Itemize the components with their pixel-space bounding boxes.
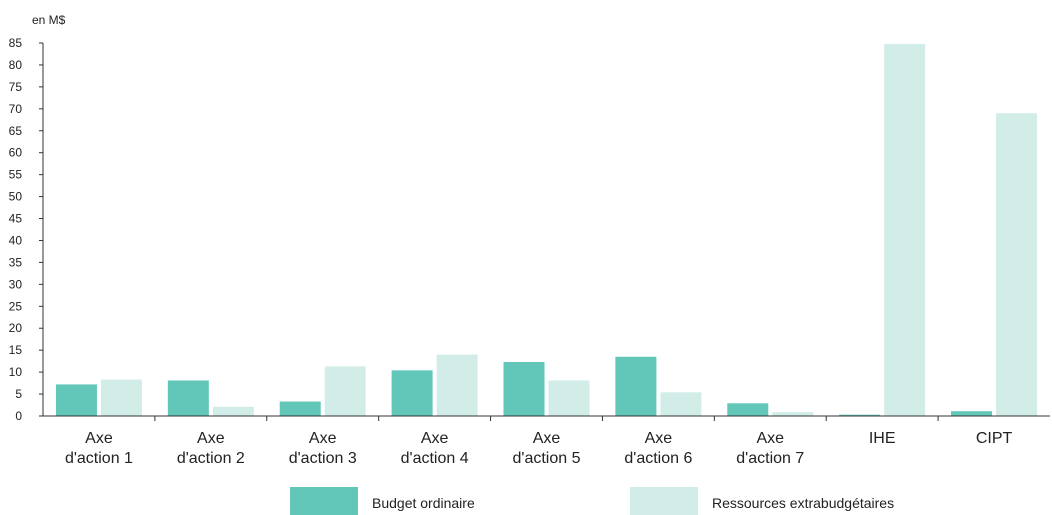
y-tick-label: 85: [9, 36, 23, 50]
bar: [660, 392, 702, 416]
y-tick-label: 40: [9, 233, 23, 247]
x-tick-label: Axe d'action 2: [177, 430, 245, 467]
bar: [996, 113, 1038, 416]
legend-label: Budget ordinaire: [372, 495, 475, 511]
x-tick-label: Axe d'action 3: [289, 430, 357, 467]
legend-swatch: [290, 487, 358, 515]
y-tick-label: 25: [9, 299, 23, 313]
y-tick-label: 30: [9, 277, 23, 291]
bar: [167, 380, 209, 416]
bar: [839, 414, 881, 416]
y-axis-unit-label: en M$: [32, 13, 66, 27]
legend-swatch: [630, 487, 698, 515]
bar: [772, 412, 814, 416]
legend-label: Ressources extrabudgétaires: [712, 495, 894, 511]
x-tick-label: Axe d'action 7: [736, 430, 804, 467]
y-tick-label: 0: [15, 409, 22, 423]
bar: [279, 401, 321, 416]
y-tick-label: 75: [9, 80, 23, 94]
y-tick-label: 20: [9, 321, 23, 335]
y-tick-label: 15: [9, 343, 23, 357]
x-tick-label: Axe d'action 1: [65, 430, 133, 467]
y-tick-label: 10: [9, 365, 23, 379]
y-tick-label: 35: [9, 255, 23, 269]
bar: [55, 384, 97, 416]
y-tick-label: 65: [9, 124, 23, 138]
x-tick-label: Axe d'action 4: [401, 430, 469, 467]
y-tick-label: 5: [15, 387, 22, 401]
bar: [212, 406, 254, 416]
x-tick-label: CIPT: [976, 430, 1013, 447]
bar: [884, 43, 926, 416]
x-tick-label: Axe d'action 5: [513, 430, 581, 467]
bar: [503, 362, 545, 416]
legend: Budget ordinaire Ressources extrabudgétai…: [290, 487, 894, 515]
bar: [436, 354, 478, 416]
x-axis: Axe d'action 1 Axe d'action 2 Axe d'action 3 A…: [43, 415, 1050, 467]
bar: [548, 380, 590, 416]
y-tick-label: 50: [9, 190, 23, 204]
y-tick-label: 60: [9, 146, 23, 160]
bar: [324, 366, 366, 416]
y-tick-label: 80: [9, 58, 23, 72]
bar: [727, 403, 769, 416]
y-axis: 0 5 10 15 20 25 30 35 40 45 50 55 60 65 70 75 80 85: [9, 36, 44, 423]
bar: [100, 379, 142, 416]
y-tick-label: 55: [9, 168, 23, 182]
bar: [951, 411, 993, 416]
y-tick-label: 70: [9, 102, 23, 116]
y-tick-label: 45: [9, 212, 23, 226]
x-tick-label: Axe d'action 6: [624, 430, 692, 467]
x-tick-label: IHE: [869, 430, 896, 447]
bars: [55, 43, 1038, 416]
bar: [615, 356, 657, 416]
bar: [391, 370, 433, 416]
